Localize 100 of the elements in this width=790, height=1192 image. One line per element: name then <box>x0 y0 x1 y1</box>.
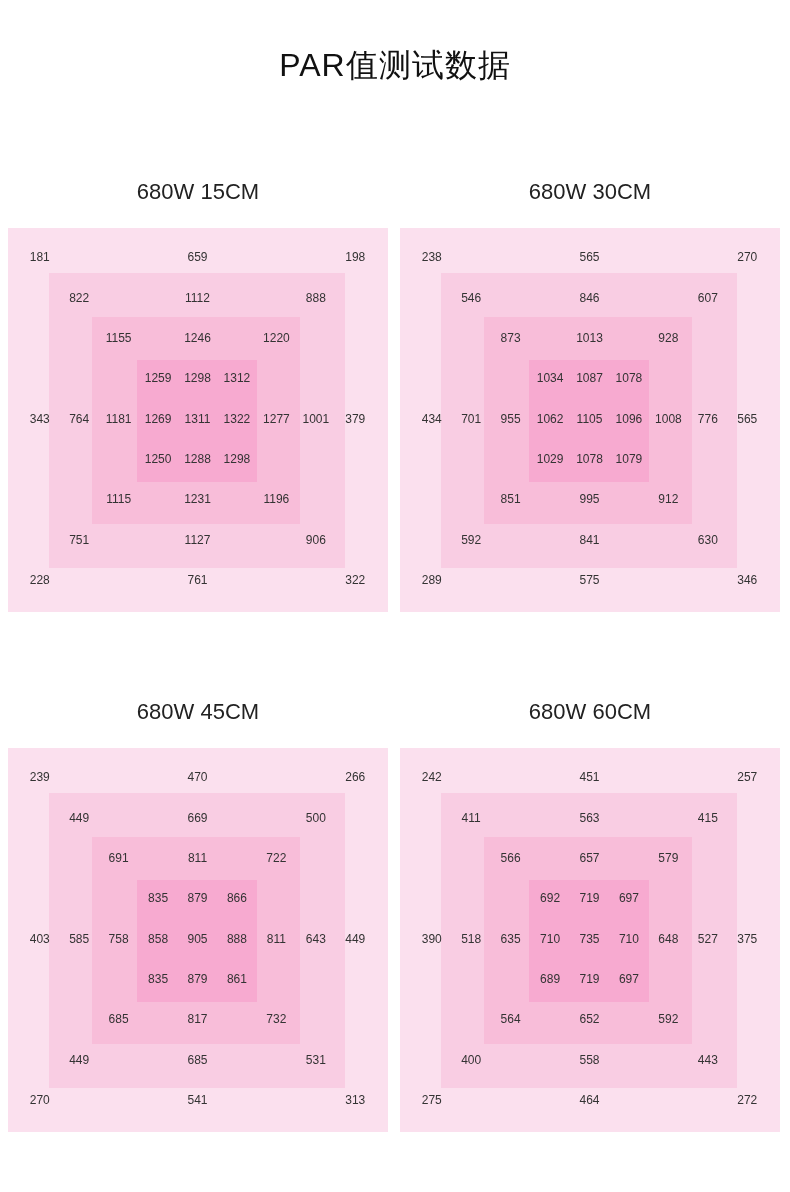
data-label: 270 <box>29 1092 51 1107</box>
data-label: 579 <box>658 850 679 865</box>
data-label: 575 <box>579 572 600 587</box>
data-label: 1269 <box>144 411 172 426</box>
data-label: 1220 <box>263 330 291 345</box>
data-label: 1115 <box>106 492 132 507</box>
data-label: 198 <box>345 250 366 265</box>
data-label: 776 <box>697 411 719 426</box>
data-label: 451 <box>579 770 600 785</box>
data-label: 592 <box>461 532 482 547</box>
data-label: 652 <box>579 1012 600 1027</box>
data-label: 811 <box>266 931 287 946</box>
data-label: 1079 <box>615 451 643 466</box>
data-label: 689 <box>540 971 561 986</box>
data-label: 1298 <box>184 371 212 386</box>
data-label: 1259 <box>144 371 172 386</box>
data-label: 565 <box>579 250 600 265</box>
data-label: 375 <box>737 931 758 946</box>
data-label: 1127 <box>184 532 211 547</box>
data-label: 648 <box>658 931 679 946</box>
data-label: 1250 <box>144 451 172 466</box>
data-label: 866 <box>226 891 248 906</box>
data-label: 697 <box>618 891 640 906</box>
data-label: 643 <box>305 931 327 946</box>
data-label: 879 <box>187 971 208 986</box>
data-label: 722 <box>266 850 287 865</box>
data-label: 1105 <box>576 411 603 426</box>
data-label: 558 <box>579 1052 600 1067</box>
data-label: 390 <box>421 931 443 946</box>
data-label: 1231 <box>184 492 212 507</box>
data-label: 710 <box>540 931 561 946</box>
data-label: 449 <box>345 931 366 946</box>
data-label: 1288 <box>184 451 212 466</box>
data-label: 858 <box>148 931 169 946</box>
data-label: 669 <box>187 810 208 825</box>
data-label: 565 <box>737 411 758 426</box>
data-label: 531 <box>305 1052 327 1067</box>
data-label: 1155 <box>105 330 132 345</box>
data-label: 1078 <box>576 451 604 466</box>
data-label: 322 <box>345 572 366 587</box>
data-label: 735 <box>579 931 600 946</box>
data-label: 238 <box>421 250 443 265</box>
data-label: 764 <box>69 411 90 426</box>
data-label: 846 <box>579 290 600 305</box>
data-label: 630 <box>697 532 719 547</box>
data-label: 906 <box>305 532 327 547</box>
data-label: 346 <box>737 572 758 587</box>
data-label: 1298 <box>223 451 251 466</box>
text: PAR值测试数据 <box>278 46 512 85</box>
data-label: 1029 <box>536 451 564 466</box>
data-label: 1196 <box>263 492 290 507</box>
data-label: 400 <box>461 1052 482 1067</box>
data-label: 607 <box>697 290 719 305</box>
data-label: 751 <box>69 532 90 547</box>
data-label: 449 <box>69 1052 90 1067</box>
text: 680W 15CM <box>136 179 260 204</box>
data-label: 500 <box>305 810 327 825</box>
data-label: 411 <box>461 810 482 825</box>
data-label: 1246 <box>184 330 212 345</box>
data-label: 181 <box>29 250 51 265</box>
data-label: 761 <box>187 572 208 587</box>
data-label: 701 <box>461 411 482 426</box>
data-label: 851 <box>500 492 521 507</box>
data-label: 697 <box>618 971 640 986</box>
data-label: 1277 <box>263 411 291 426</box>
data-label: 379 <box>345 411 366 426</box>
data-label: 912 <box>658 492 679 507</box>
data-label: 1322 <box>223 411 251 426</box>
data-label: 822 <box>69 290 90 305</box>
data-label: 546 <box>461 290 482 305</box>
data-label: 289 <box>421 572 443 587</box>
data-label: 1008 <box>655 411 683 426</box>
data-label: 239 <box>29 770 51 785</box>
data-label: 1001 <box>302 411 330 426</box>
data-label: 257 <box>737 770 758 785</box>
data-label: 719 <box>579 971 600 986</box>
data-label: 635 <box>500 931 521 946</box>
data-label: 888 <box>226 931 248 946</box>
data-label: 685 <box>187 1052 208 1067</box>
data-label: 841 <box>579 532 600 547</box>
data-label: 541 <box>187 1092 208 1107</box>
data-label: 657 <box>579 850 600 865</box>
data-label: 835 <box>148 891 169 906</box>
data-label: 564 <box>500 1012 521 1027</box>
data-label: 464 <box>579 1092 600 1107</box>
data-label: 1181 <box>105 411 132 426</box>
data-label: 905 <box>187 931 208 946</box>
data-label: 518 <box>461 931 482 946</box>
data-label: 811 <box>187 850 208 865</box>
text: 680W 30CM <box>528 179 652 204</box>
data-label: 1312 <box>223 371 251 386</box>
data-label: 434 <box>421 411 443 426</box>
data-label: 228 <box>29 572 51 587</box>
data-label: 270 <box>737 250 758 265</box>
data-label: 732 <box>266 1012 287 1027</box>
text: 680W 60CM <box>528 699 652 724</box>
data-label: 470 <box>187 770 208 785</box>
data-label: 443 <box>697 1052 719 1067</box>
data-label: 563 <box>579 810 600 825</box>
data-label: 592 <box>658 1012 679 1027</box>
